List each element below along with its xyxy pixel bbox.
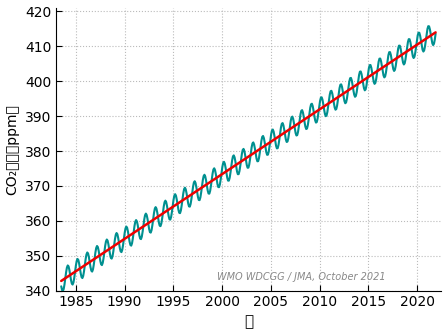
Y-axis label: CO₂濃度（ppm）: CO₂濃度（ppm） [5, 104, 20, 195]
X-axis label: 年: 年 [245, 315, 253, 329]
Text: WMO WDCGG / JMA, October 2021: WMO WDCGG / JMA, October 2021 [217, 272, 386, 282]
